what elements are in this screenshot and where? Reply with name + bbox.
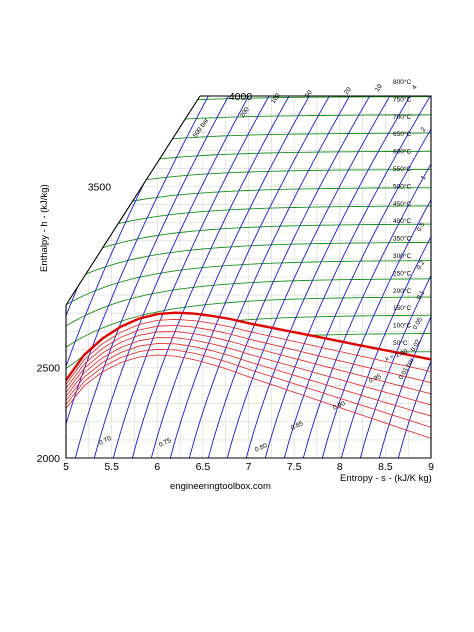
temperature-label: 300°C bbox=[393, 252, 411, 260]
x-axis-title: Entropy - s - (kJ/K kg) bbox=[340, 473, 432, 484]
temperature-label: 750°C bbox=[393, 95, 411, 103]
pressure-label: 50 bbox=[304, 89, 314, 99]
isotherm-line bbox=[66, 205, 431, 242]
isobar-line bbox=[92, 96, 252, 458]
isotherm-line bbox=[66, 223, 431, 263]
temperature-labels: 800°C 750°C 700°C 650°C 600°C 550°C 500°C 450°C… bbox=[393, 78, 411, 347]
isobar-line bbox=[149, 96, 313, 458]
y-tick-label: 2000 bbox=[37, 453, 61, 465]
isobar-line bbox=[66, 96, 212, 458]
temperature-label: 600°C bbox=[393, 148, 411, 156]
temperature-label: 350°C bbox=[393, 235, 411, 243]
quality-label: 0.95 bbox=[368, 373, 383, 385]
isotherm-line bbox=[66, 278, 431, 327]
quality-line bbox=[66, 343, 431, 417]
quality-line bbox=[66, 348, 431, 428]
x-tick-label: 8.5 bbox=[378, 461, 393, 473]
quality-line bbox=[66, 325, 431, 389]
pressure-label: 1 bbox=[420, 174, 428, 181]
temperature-label: 700°C bbox=[393, 113, 411, 121]
x-tick-label: 8 bbox=[337, 461, 343, 473]
isobar-line bbox=[130, 96, 293, 458]
pressure-label: 4 bbox=[411, 84, 419, 91]
x-tick-label: 7.5 bbox=[287, 461, 302, 473]
isobar-line bbox=[339, 96, 431, 458]
y-tick-label: 4000 bbox=[229, 91, 253, 103]
isobar-line bbox=[225, 96, 394, 458]
isobar-line bbox=[206, 96, 373, 458]
temperature-label: 650°C bbox=[393, 130, 411, 138]
credit-text: engineeringtoolbox.com bbox=[170, 481, 271, 492]
temperature-label: 400°C bbox=[393, 217, 411, 225]
temperature-label: 150°C bbox=[393, 304, 411, 312]
x-tick-label: 5.5 bbox=[104, 461, 119, 473]
x-tick-label: 6.5 bbox=[196, 461, 211, 473]
pressure-label: 200 bbox=[239, 106, 251, 119]
pressure-label: 100 bbox=[270, 92, 282, 105]
quality-label: 0.90 bbox=[332, 400, 347, 412]
saturation-line bbox=[65, 311, 432, 381]
quality-line bbox=[66, 318, 431, 385]
isobar-line bbox=[320, 96, 431, 458]
isobar-line bbox=[377, 96, 431, 458]
y-tick-label: 3500 bbox=[88, 182, 112, 194]
isobar-line bbox=[282, 96, 431, 458]
isobar-line bbox=[187, 96, 353, 458]
grid bbox=[66, 96, 431, 458]
isobar-line bbox=[263, 96, 431, 458]
isobar-line bbox=[396, 96, 431, 458]
quality-line bbox=[66, 337, 431, 406]
isotherm-line bbox=[66, 260, 431, 306]
quality-label: 0.85 bbox=[290, 420, 305, 432]
plot-frame bbox=[65, 95, 432, 459]
axis-frame bbox=[65, 95, 432, 459]
temperature-label: 450°C bbox=[393, 200, 411, 208]
x-tick-label: 7 bbox=[246, 461, 252, 473]
temperature-label: 50°C bbox=[393, 339, 408, 347]
pressure-label: 0.5 bbox=[416, 221, 427, 233]
pressure-label: 0.2 bbox=[416, 259, 427, 271]
isobar-line bbox=[244, 96, 414, 458]
quality-lines bbox=[66, 318, 431, 439]
quality-line bbox=[66, 354, 431, 439]
pressure-label: 10 bbox=[374, 83, 384, 93]
x-tick-label: 9 bbox=[428, 461, 434, 473]
x-tick-label: 5 bbox=[63, 461, 69, 473]
x-tick-labels: 5 5.5 6 6.5 7 7.5 8 8.5 9 bbox=[63, 461, 434, 473]
quality-label: 0.70 bbox=[98, 435, 113, 447]
pressure-label: 2 bbox=[420, 126, 428, 133]
isobar-line bbox=[111, 96, 272, 458]
isotherm-line bbox=[66, 296, 431, 348]
pressure-label: 0.05 bbox=[412, 316, 425, 331]
temperature-label: 100°C bbox=[393, 322, 411, 330]
isobar-line bbox=[301, 96, 431, 458]
diagonal-edge bbox=[65, 95, 201, 306]
y-tick-label: 2500 bbox=[37, 363, 61, 375]
temperature-label: 550°C bbox=[393, 165, 411, 173]
quality-line bbox=[66, 331, 431, 395]
isobar-line bbox=[73, 96, 232, 458]
y-axis-title: Enthalpy - h - (kJ/kg) bbox=[39, 184, 50, 272]
quality-label: 0.80 bbox=[254, 442, 269, 454]
temperature-label: 500°C bbox=[393, 182, 411, 190]
temperature-label: 250°C bbox=[393, 269, 411, 277]
pressure-label: 20 bbox=[343, 86, 353, 96]
temperature-label: 200°C bbox=[393, 287, 411, 295]
isotherm-line bbox=[66, 241, 431, 285]
isobar-line bbox=[168, 96, 333, 458]
isobar-line bbox=[358, 96, 431, 458]
y-tick-labels: 20002500300035004000 bbox=[37, 91, 253, 465]
temperature-label: 800°C bbox=[393, 78, 411, 86]
pressure-label: 0.1 bbox=[416, 289, 427, 301]
quality-label: 0.75 bbox=[158, 437, 173, 449]
x-tick-label: 6 bbox=[154, 461, 160, 473]
